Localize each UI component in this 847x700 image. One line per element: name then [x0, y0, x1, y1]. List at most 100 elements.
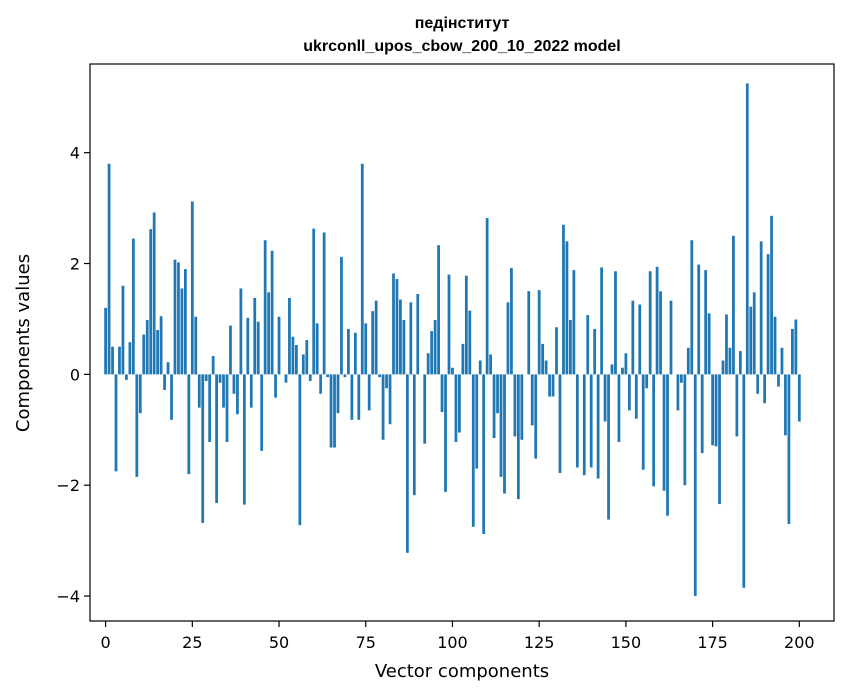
bar-component-25 — [191, 201, 194, 374]
bar-component-195 — [781, 348, 784, 375]
bar-component-28 — [201, 374, 204, 523]
bar-component-60 — [312, 229, 315, 375]
x-tick-label: 25 — [182, 633, 202, 652]
bar-component-180 — [729, 348, 732, 375]
bar-component-34 — [222, 374, 225, 407]
bar-component-134 — [569, 320, 572, 374]
bar-component-144 — [604, 374, 607, 421]
bar-component-118 — [514, 374, 517, 436]
bar-component-148 — [618, 374, 621, 442]
x-tick-label: 125 — [524, 633, 555, 652]
bar-component-42 — [250, 374, 253, 407]
bar-component-153 — [635, 374, 638, 418]
bar-component-143 — [600, 267, 603, 374]
bar-component-49 — [274, 374, 277, 397]
bar-component-189 — [760, 241, 763, 374]
bar-component-17 — [163, 374, 166, 390]
bar-component-111 — [489, 354, 492, 374]
bar-component-119 — [517, 374, 520, 499]
bar-component-31 — [212, 356, 215, 374]
bar-component-19 — [170, 374, 173, 419]
bar-component-109 — [482, 374, 485, 534]
bar-component-151 — [628, 374, 631, 410]
bar-component-116 — [507, 302, 510, 374]
bar-component-107 — [475, 374, 478, 468]
bar-component-38 — [236, 374, 239, 414]
bar-component-84 — [396, 279, 399, 374]
bar-component-52 — [285, 374, 288, 382]
bar-component-6 — [125, 374, 128, 380]
bar-component-32 — [215, 374, 218, 503]
bar-component-125 — [538, 290, 541, 374]
bar-component-74 — [361, 164, 364, 375]
bar-component-108 — [479, 361, 482, 375]
chart-subtitle: ukrconll_upos_cbow_200_10_2022 model — [303, 38, 620, 55]
bar-component-101 — [455, 374, 458, 442]
bar-component-158 — [652, 374, 655, 486]
bar-component-115 — [503, 374, 506, 493]
bar-component-168 — [687, 348, 690, 375]
bar-component-55 — [295, 345, 298, 374]
x-tick-label: 175 — [697, 633, 728, 652]
bar-component-97 — [441, 374, 444, 412]
bar-component-4 — [118, 347, 121, 375]
bar-component-127 — [545, 361, 548, 375]
y-tick-label: −2 — [56, 476, 80, 495]
bar-component-9 — [135, 374, 138, 477]
bar-component-70 — [347, 329, 350, 374]
bar-component-72 — [354, 333, 357, 375]
bar-component-24 — [187, 374, 190, 474]
bar-component-26 — [194, 317, 197, 375]
bar-component-20 — [174, 260, 177, 375]
bar-component-62 — [319, 374, 322, 393]
bar-component-99 — [448, 275, 451, 375]
bar-component-161 — [663, 374, 666, 490]
bar-component-81 — [385, 374, 388, 388]
bar-component-88 — [409, 302, 412, 374]
bar-component-147 — [614, 271, 617, 374]
bar-component-120 — [520, 374, 523, 439]
bar-component-59 — [309, 374, 312, 381]
bar-component-110 — [486, 218, 489, 374]
bar-component-182 — [735, 374, 738, 436]
bar-component-192 — [770, 216, 773, 375]
bar-component-92 — [423, 374, 426, 443]
bar-component-85 — [399, 300, 402, 375]
bar-component-2 — [111, 347, 114, 375]
bar-component-37 — [233, 374, 236, 393]
bar-component-199 — [794, 320, 797, 375]
bar-component-23 — [184, 269, 187, 374]
bar-component-131 — [559, 374, 562, 473]
bar-component-96 — [437, 245, 440, 374]
bar-component-75 — [364, 323, 367, 374]
bar-component-56 — [298, 374, 301, 525]
bar-component-67 — [337, 374, 340, 413]
bar-component-27 — [198, 374, 201, 407]
bar-component-135 — [572, 270, 575, 374]
bar-component-79 — [378, 374, 381, 377]
bar-component-21 — [177, 262, 180, 374]
bar-component-7 — [129, 342, 132, 374]
bar-component-58 — [305, 340, 308, 374]
bar-component-50 — [278, 317, 281, 375]
bar-component-93 — [427, 353, 430, 374]
bar-component-113 — [496, 374, 499, 413]
bar-component-112 — [493, 374, 496, 438]
bar-component-10 — [139, 374, 142, 413]
bar-component-14 — [153, 213, 156, 375]
bar-component-45 — [260, 374, 263, 450]
bar-component-188 — [756, 374, 759, 393]
bar-component-174 — [708, 313, 711, 374]
bar-component-29 — [205, 374, 208, 381]
bar-component-18 — [167, 362, 170, 374]
bar-component-78 — [375, 301, 378, 375]
bar-component-66 — [333, 374, 336, 447]
bar-component-71 — [350, 374, 353, 419]
bar-component-61 — [316, 323, 319, 374]
bar-component-142 — [597, 374, 600, 478]
y-tick-label: 0 — [70, 365, 80, 384]
bar-component-73 — [357, 374, 360, 419]
bar-component-82 — [389, 374, 392, 424]
